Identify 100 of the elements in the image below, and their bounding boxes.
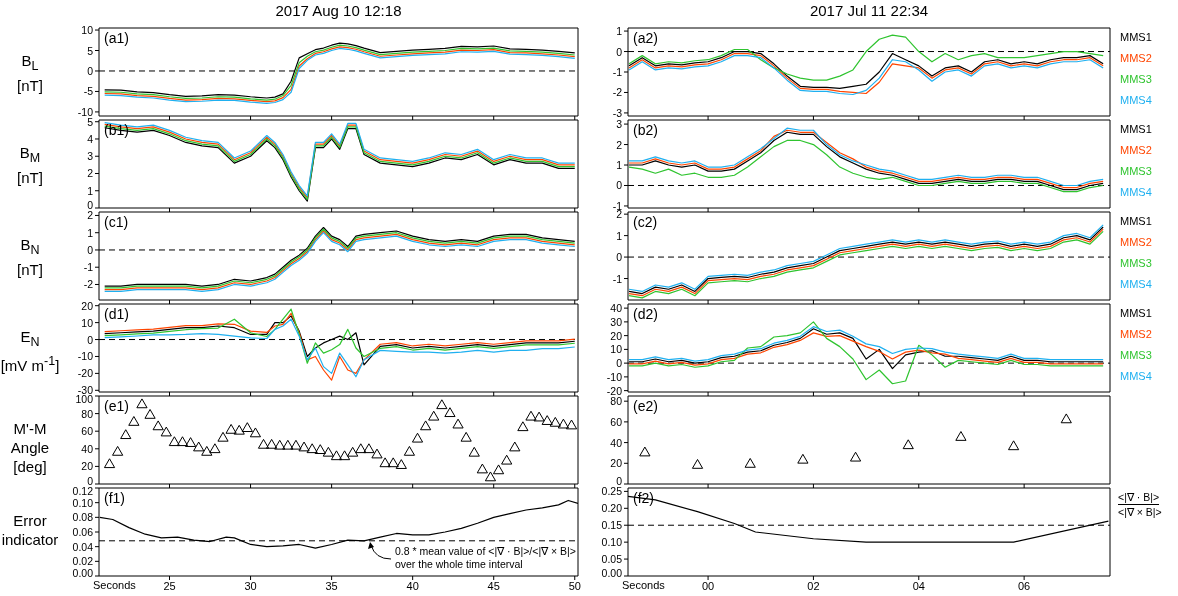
text: <|∇ × B|> bbox=[1118, 506, 1162, 519]
line-series bbox=[628, 139, 1104, 193]
point bbox=[492, 464, 505, 475]
y-tick-label: -10 bbox=[77, 105, 94, 118]
point bbox=[249, 427, 262, 438]
y-tick-label: 1 bbox=[87, 226, 94, 239]
series-label: MMS1 bbox=[1120, 215, 1152, 229]
y-axis-title: Error indicator bbox=[0, 511, 60, 549]
y-tick-label: 40 bbox=[610, 302, 623, 315]
series-label: MMS3 bbox=[1120, 349, 1152, 363]
y-tick-label: -5 bbox=[83, 85, 94, 98]
y-tick-label: 4 bbox=[87, 132, 94, 145]
y-tick-label: 1 bbox=[616, 25, 623, 38]
point bbox=[639, 446, 651, 457]
y-tick-label: 0.08 bbox=[72, 511, 94, 524]
line-series bbox=[104, 308, 576, 364]
point bbox=[476, 463, 488, 474]
y-tick-label: 0.10 bbox=[72, 496, 94, 509]
text: MMS3 bbox=[1120, 73, 1152, 87]
chart-title: 2017 Jul 11 22:34 bbox=[808, 2, 930, 19]
annotation: (e1) bbox=[104, 398, 129, 414]
point bbox=[371, 448, 383, 459]
x-tick-label: 02 bbox=[807, 579, 820, 592]
y-tick-label: 10 bbox=[81, 24, 94, 37]
y-tick-label: 5 bbox=[87, 115, 94, 128]
line-series bbox=[628, 34, 1104, 81]
x-tick-label: 00 bbox=[701, 579, 715, 592]
y-tick-label: 0 bbox=[616, 475, 623, 487]
point bbox=[549, 416, 561, 427]
y-tick-label: -3 bbox=[612, 106, 623, 119]
y-tick-label: -2 bbox=[612, 86, 623, 99]
point bbox=[266, 438, 278, 449]
y-axis-title: M'-M Angle [deg] bbox=[9, 419, 51, 476]
y-tick-label: -1 bbox=[612, 66, 623, 78]
y-tick-label: 0 bbox=[616, 251, 623, 264]
y-tick-label: 0 bbox=[87, 333, 94, 346]
point bbox=[338, 450, 351, 461]
point bbox=[217, 431, 229, 442]
point bbox=[420, 420, 432, 431]
point bbox=[257, 438, 270, 449]
series-label: MMS2 bbox=[1120, 52, 1152, 66]
y-tick-label: 5 bbox=[87, 44, 94, 57]
y-axis-title: B$_{N}$ [nT] bbox=[16, 235, 44, 279]
point bbox=[484, 471, 497, 482]
x-tick-label: 04 bbox=[912, 579, 925, 592]
point bbox=[225, 423, 237, 434]
point bbox=[509, 441, 521, 452]
x-axis-title: Seconds bbox=[93, 579, 136, 591]
y-tick-label: 0.15 bbox=[601, 519, 623, 532]
point bbox=[565, 419, 578, 430]
y-tick-label: 20 bbox=[81, 299, 94, 312]
annotation: (d2) bbox=[633, 306, 658, 322]
y-tick-label: 0 bbox=[616, 357, 623, 370]
y-tick-label: 0.20 bbox=[601, 502, 623, 515]
point bbox=[379, 457, 391, 468]
y-axis-title: B$_{L}$ [nT] bbox=[16, 51, 44, 95]
point bbox=[201, 445, 213, 456]
y-tick-label: 2 bbox=[87, 209, 94, 222]
point bbox=[395, 459, 407, 469]
point bbox=[902, 439, 914, 450]
y-tick-label: 0.05 bbox=[601, 553, 623, 566]
point bbox=[314, 444, 326, 454]
point bbox=[241, 422, 253, 432]
y-axis-title: E$_{N}$ [mV m$^{-1}$] bbox=[0, 327, 60, 375]
y-tick-label: 20 bbox=[610, 329, 623, 342]
y-tick-label: 10 bbox=[81, 316, 94, 329]
point bbox=[152, 420, 164, 431]
point bbox=[849, 451, 862, 462]
point bbox=[120, 429, 132, 440]
y-tick-label: 20 bbox=[81, 460, 94, 473]
point bbox=[541, 415, 553, 425]
point bbox=[298, 441, 310, 452]
y-tick-label: 0 bbox=[87, 475, 94, 487]
text: MMS4 bbox=[1120, 278, 1152, 292]
y-tick-label: 0.10 bbox=[601, 536, 623, 549]
y-tick-label: 0.25 bbox=[601, 485, 623, 498]
text: MMS1 bbox=[1120, 31, 1152, 45]
y-tick-label: -10 bbox=[77, 350, 94, 363]
y-tick-label: 10 bbox=[610, 343, 623, 356]
point bbox=[112, 445, 124, 456]
annotation: 0.8 * mean value of <|∇ · B|>/<|∇ × B|> over the whole time interval bbox=[394, 544, 577, 571]
series-label: MMS2 bbox=[1120, 236, 1152, 250]
annotation: (a2) bbox=[633, 30, 658, 46]
x-tick-label: 45 bbox=[487, 579, 500, 592]
y-tick-label: 0 bbox=[87, 243, 94, 256]
y-tick-label: 1 bbox=[616, 229, 623, 242]
y-axis-title: B$_{M}$ [nT] bbox=[16, 143, 44, 187]
x-tick-label: 25 bbox=[163, 579, 176, 592]
point bbox=[193, 441, 205, 452]
annotation: (c2) bbox=[633, 214, 658, 230]
point bbox=[144, 408, 156, 419]
point bbox=[444, 407, 456, 418]
y-tick-label: 0.02 bbox=[72, 555, 94, 568]
y-tick-label: 0 bbox=[616, 179, 623, 192]
point bbox=[452, 418, 464, 429]
point bbox=[128, 416, 140, 426]
x-tick-label: 40 bbox=[406, 579, 419, 592]
point bbox=[209, 443, 221, 454]
point bbox=[363, 443, 375, 454]
y-tick-label: 60 bbox=[610, 415, 623, 428]
